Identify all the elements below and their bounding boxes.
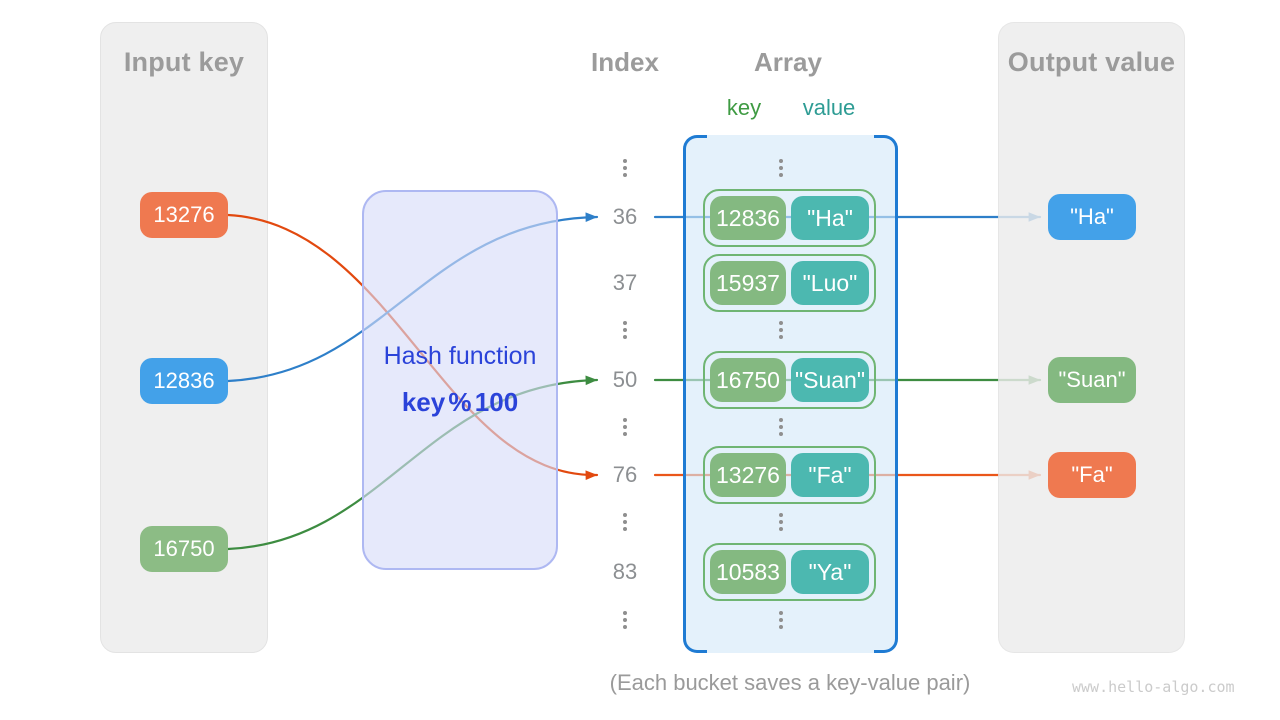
bucket-value-box: "Suan" (791, 358, 869, 402)
bucket-row: 13276 "Fa" (703, 446, 876, 504)
input-key-box: 13276 (140, 192, 228, 238)
array-bracket-left (683, 135, 707, 653)
hash-function-box: Hash function key % 100 (362, 190, 558, 570)
index-value: 36 (612, 204, 638, 229)
array-key-header: key (726, 95, 762, 120)
watermark: www.hello-algo.com (1072, 678, 1235, 696)
bucket-value-box: "Ya" (791, 550, 869, 594)
bucket-key-box: 16750 (710, 358, 786, 402)
bucket-key-box: 13276 (710, 453, 786, 497)
array-container: 12836 "Ha" 15937 "Luo" 16750 "Suan" 1327… (683, 135, 898, 653)
vertical-ellipsis (613, 321, 637, 339)
vertical-ellipsis (779, 611, 783, 629)
vertical-ellipsis (779, 159, 783, 177)
output-panel-title: Output value (1007, 47, 1176, 77)
input-panel-title: Input key (123, 47, 245, 77)
index-value: 37 (612, 270, 638, 295)
vertical-ellipsis (779, 321, 783, 339)
hash-function-label: Hash function (383, 342, 537, 370)
vertical-ellipsis (613, 513, 637, 531)
diagram-caption: (Each bucket saves a key-value pair) (609, 670, 971, 695)
output-value-panel: Output value (998, 22, 1185, 653)
array-column-header: Array (754, 47, 822, 77)
input-key-box: 12836 (140, 358, 228, 404)
output-value-box: "Ha" (1048, 194, 1136, 240)
hash-function-formula: key % 100 (401, 387, 519, 417)
index-column-header: Index (591, 47, 659, 77)
bucket-key-box: 15937 (710, 261, 786, 305)
input-key-box: 16750 (140, 526, 228, 572)
vertical-ellipsis (613, 159, 637, 177)
bucket-row: 10583 "Ya" (703, 543, 876, 601)
vertical-ellipsis (613, 418, 637, 436)
array-bracket-right (874, 135, 898, 653)
index-value: 76 (612, 462, 638, 487)
output-value-box: "Fa" (1048, 452, 1136, 498)
bucket-value-box: "Fa" (791, 453, 869, 497)
bucket-value-box: "Luo" (791, 261, 869, 305)
bucket-key-box: 10583 (710, 550, 786, 594)
bucket-key-box: 12836 (710, 196, 786, 240)
output-value-box: "Suan" (1048, 357, 1136, 403)
vertical-ellipsis (613, 611, 637, 629)
bucket-row: 16750 "Suan" (703, 351, 876, 409)
bucket-value-box: "Ha" (791, 196, 869, 240)
vertical-ellipsis (779, 513, 783, 531)
bucket-row: 15937 "Luo" (703, 254, 876, 312)
bucket-row: 12836 "Ha" (703, 189, 876, 247)
array-value-header: value (802, 95, 856, 120)
vertical-ellipsis (779, 418, 783, 436)
index-value: 50 (612, 367, 638, 392)
index-value: 83 (612, 559, 638, 584)
